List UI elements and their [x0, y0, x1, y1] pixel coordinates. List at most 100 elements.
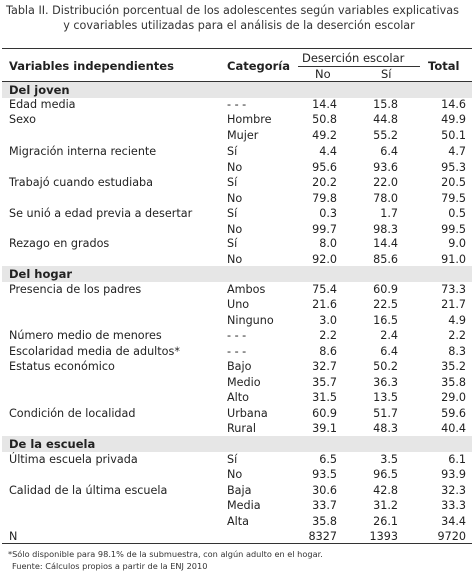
cell-category: Baja — [227, 484, 252, 497]
cell-total: 20.5 — [441, 176, 466, 189]
cell-variable: Sexo — [9, 113, 36, 126]
cell-no: 35.8 — [312, 515, 337, 528]
table-row: Escolaridad media de adultos* - - - 8.6 6.4… — [0, 345, 475, 360]
cell-category: Medio — [227, 376, 261, 389]
cell-no: 2.2 — [319, 329, 337, 342]
cell-category: Urbana — [227, 407, 268, 420]
table-row: Trabajó cuando estudiaba Sí 20.2 22.0 20.5 — [0, 176, 475, 191]
cell-total: 34.4 — [441, 515, 466, 528]
top-rule — [2, 48, 472, 49]
cell-no: 8327 — [308, 530, 337, 543]
cell-no: 30.6 — [312, 484, 337, 497]
cell-category: No — [227, 192, 243, 205]
table-row: Medio 35.7 36.3 35.8 — [0, 376, 475, 391]
cell-variable: Trabajó cuando estudiaba — [9, 176, 154, 189]
cell-variable: Rezago en grados — [9, 237, 110, 250]
cell-total: 21.7 — [441, 298, 466, 311]
table-row: Alta 35.8 26.1 34.4 — [0, 515, 475, 530]
cell-si: 13.5 — [373, 391, 398, 404]
table-row: Calidad de la última escuela Baja 30.6 42.8… — [0, 484, 475, 499]
cell-variable: Condición de localidad — [9, 407, 136, 420]
cell-no: 8.0 — [319, 237, 337, 250]
cell-si: 93.6 — [373, 161, 398, 174]
section-escuela: De la escuela — [2, 436, 472, 452]
cell-no: 6.5 — [319, 453, 337, 466]
cell-category: Mujer — [227, 129, 259, 142]
cell-si: 51.7 — [373, 407, 398, 420]
section-label: Del hogar — [9, 267, 73, 281]
cell-total: 29.0 — [441, 391, 466, 404]
table-row: Condición de localidad Urbana 60.9 51.7 59.6 — [0, 407, 475, 422]
cell-no: 3.0 — [319, 314, 337, 327]
cell-total: 79.5 — [441, 192, 466, 205]
cell-total: 93.9 — [441, 468, 466, 481]
cell-no: 49.2 — [312, 129, 337, 142]
cell-si: 48.3 — [373, 422, 398, 435]
cell-no: 20.2 — [312, 176, 337, 189]
section-label: De la escuela — [9, 437, 96, 451]
cell-si: 15.8 — [373, 98, 398, 111]
header-si: Sí — [381, 67, 392, 81]
cell-si: 85.6 — [373, 253, 398, 266]
table-row: Uno 21.6 22.5 21.7 — [0, 298, 475, 313]
cell-variable: Última escuela privada — [9, 453, 138, 466]
table-row: Presencia de los padres Ambos 75.4 60.9 73.3 — [0, 283, 475, 298]
header-categoria: Categoría — [227, 59, 291, 73]
cell-si: 44.8 — [373, 113, 398, 126]
cell-total: 32.3 — [441, 484, 466, 497]
cell-si: 98.3 — [373, 223, 398, 236]
cell-si: 60.9 — [373, 283, 398, 296]
cell-si: 1393 — [369, 530, 398, 543]
cell-variable: N — [9, 530, 18, 543]
cell-no: 92.0 — [312, 253, 337, 266]
cell-si: 78.0 — [373, 192, 398, 205]
table-row: Mujer 49.2 55.2 50.1 — [0, 129, 475, 144]
cell-total: 9720 — [437, 530, 466, 543]
cell-si: 55.2 — [373, 129, 398, 142]
cell-total: 95.3 — [441, 161, 466, 174]
cell-total: 50.1 — [441, 129, 466, 142]
cell-category: No — [227, 223, 243, 236]
cell-total: 99.5 — [441, 223, 466, 236]
section-joven: Del joven — [2, 82, 472, 98]
cell-si: 36.3 — [373, 376, 398, 389]
cell-total: 59.6 — [441, 407, 466, 420]
cell-category: - - - — [227, 98, 247, 111]
cell-total: 35.8 — [441, 376, 466, 389]
cell-no: 95.6 — [312, 161, 337, 174]
cell-category: Ninguno — [227, 314, 274, 327]
cell-category: Rural — [227, 422, 256, 435]
cell-si: 96.5 — [373, 468, 398, 481]
cell-no: 31.5 — [312, 391, 337, 404]
cell-si: 16.5 — [373, 314, 398, 327]
cell-si: 2.4 — [380, 329, 398, 342]
cell-category: No — [227, 161, 243, 174]
table-row: N 8327 1393 9720 — [0, 530, 475, 545]
cell-category: - - - — [227, 345, 247, 358]
cell-variable: Estatus económico — [9, 360, 115, 373]
cell-no: 35.7 — [312, 376, 337, 389]
cell-category: Ambos — [227, 283, 266, 296]
cell-total: 0.5 — [448, 207, 466, 220]
cell-no: 79.8 — [312, 192, 337, 205]
cell-total: 14.6 — [441, 98, 466, 111]
table-title: Tabla II. Distribución porcentual de los… — [6, 3, 472, 33]
cell-total: 40.4 — [441, 422, 466, 435]
cell-variable: Número medio de menores — [9, 329, 162, 342]
cell-category: - - - — [227, 329, 247, 342]
cell-total: 9.0 — [448, 237, 466, 250]
cell-category: Alta — [227, 515, 250, 528]
table-row: No 92.0 85.6 91.0 — [0, 253, 475, 268]
cell-si: 6.4 — [380, 145, 398, 158]
cell-si: 42.8 — [373, 484, 398, 497]
header-total: Total — [428, 59, 460, 73]
cell-variable: Calidad de la última escuela — [9, 484, 168, 497]
cell-category: Sí — [227, 176, 238, 189]
table-row: Alto 31.5 13.5 29.0 — [0, 391, 475, 406]
table-row: No 79.8 78.0 79.5 — [0, 192, 475, 207]
cell-total: 4.9 — [448, 314, 466, 327]
table-row: Última escuela privada Sí 6.5 3.5 6.1 — [0, 453, 475, 468]
cell-total: 91.0 — [441, 253, 466, 266]
cell-category: No — [227, 253, 243, 266]
